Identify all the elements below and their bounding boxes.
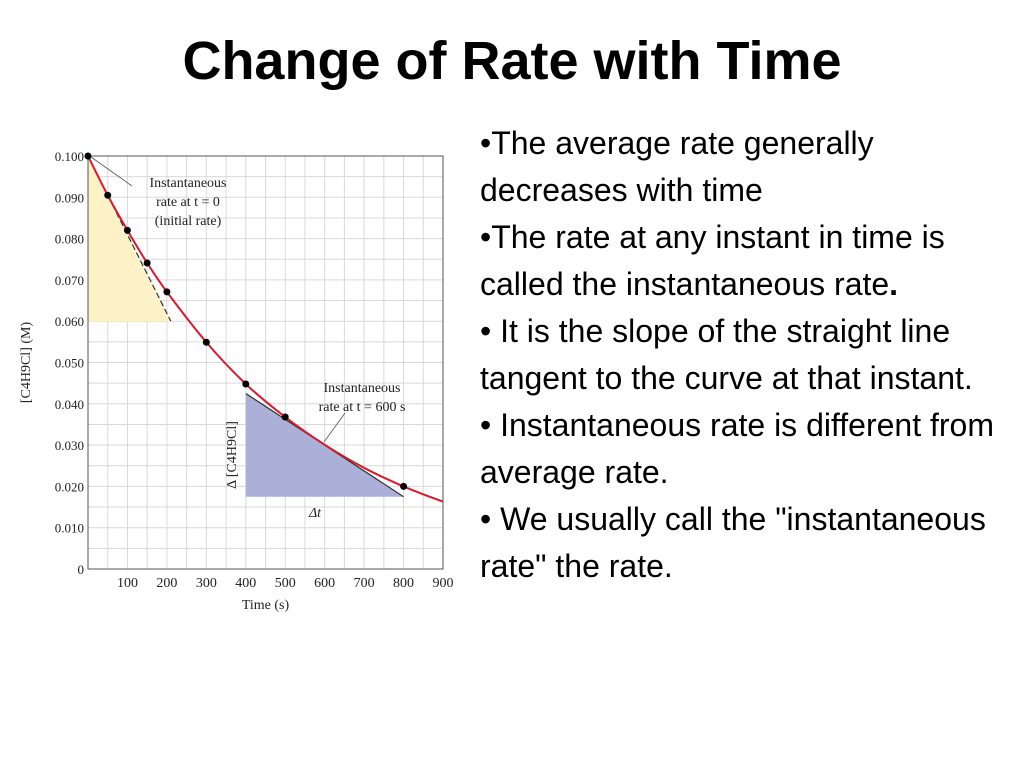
x-tick-label: 900 xyxy=(433,576,454,591)
data-point xyxy=(143,259,151,267)
plot-frame xyxy=(87,155,444,570)
y-tick-label: 0.020 xyxy=(55,479,84,494)
data-points xyxy=(84,152,408,490)
y-tick-label: 0.100 xyxy=(55,149,84,164)
initial-rate-leader xyxy=(90,156,133,187)
grid xyxy=(87,155,444,570)
bullet-item: •The average rate generally decreases wi… xyxy=(480,125,874,208)
x-tick-label: 300 xyxy=(196,576,217,591)
x-tick-label: 500 xyxy=(275,576,296,591)
data-point xyxy=(400,482,408,490)
y-tick-label: 0.040 xyxy=(55,397,84,412)
bullet-item: • It is the slope of the straight line t… xyxy=(480,313,973,396)
bullet-item: • Instantaneous rate is different from a… xyxy=(480,407,994,490)
x-tick-label: 800 xyxy=(393,576,414,591)
tick-labels: 100 200 300 400 500 600 700 800 900 0 0.010 0.020 0.… xyxy=(55,149,454,591)
y-tick-label: 0.010 xyxy=(55,521,84,536)
data-point xyxy=(104,191,112,199)
y-axis-label: [C4H9Cl] (M) xyxy=(19,322,34,404)
y-tick-label: 0.090 xyxy=(55,190,84,205)
annotations: Instantaneous rate at t = 0 (initial rate)… xyxy=(90,156,406,521)
y-tick-label: 0.030 xyxy=(55,438,84,453)
concentration-time-chart: 100 200 300 400 500 600 700 800 900 0 0.010 0.020 0.… xyxy=(19,149,454,613)
slide-title: Change of Rate with Time xyxy=(182,31,842,91)
x-tick-label: 100 xyxy=(117,576,138,591)
x-tick-label: 200 xyxy=(156,576,177,591)
delta-t-label: Δt xyxy=(308,506,322,521)
data-point xyxy=(84,152,92,160)
rate-600s-annotation: rate at t = 600 s xyxy=(319,400,406,415)
x-axis-label: Time (s) xyxy=(242,598,290,613)
y-tick-label: 0.060 xyxy=(55,314,84,329)
bullet-list: •The average rate generally decreases wi… xyxy=(480,120,1010,590)
data-point xyxy=(242,380,250,388)
y-tick-label: 0.070 xyxy=(55,273,84,288)
bullet-item: •The rate at any instant in time is call… xyxy=(480,219,945,302)
rate-600s-annotation: Instantaneous xyxy=(324,381,401,396)
y-tick-label: 0.080 xyxy=(55,232,84,247)
x-tick-label: 700 xyxy=(354,576,375,591)
data-point xyxy=(202,338,210,346)
y-tick-label: 0.050 xyxy=(55,356,84,371)
bullet-item: • We usually call the "instantaneous rat… xyxy=(480,501,986,584)
delta-concentration-label: Δ [C4H9Cl] xyxy=(225,421,240,489)
initial-rate-annotation: (initial rate) xyxy=(155,214,222,229)
data-point xyxy=(281,413,289,421)
rate-600s-leader xyxy=(323,412,346,443)
x-tick-label: 400 xyxy=(235,576,256,591)
initial-rate-annotation: rate at t = 0 xyxy=(156,195,220,210)
initial-rate-annotation: Instantaneous xyxy=(150,176,227,191)
x-tick-label: 600 xyxy=(314,576,335,591)
data-point xyxy=(123,226,131,234)
data-point xyxy=(163,288,171,296)
axes xyxy=(87,155,444,570)
y-tick-label: 0 xyxy=(78,562,85,577)
